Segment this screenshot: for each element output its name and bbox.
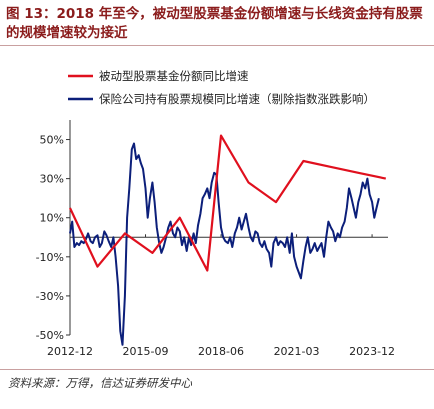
x-tick-label: 2018-06 [198, 345, 244, 358]
y-tick-label: 30% [40, 173, 64, 186]
axes: -50% -30% -10% 10% 30% 50% 2012-12 2015-09 2018-… [36, 120, 395, 358]
plot-area [69, 134, 387, 346]
source-note: 资料来源：万得，信达证券研发中心 [8, 376, 192, 390]
x-tick-label: 2015-09 [123, 345, 169, 358]
y-tick-label: 50% [40, 134, 64, 147]
legend: 被动型股票基金份额同比增速 保险公司持有股票规模同比增速（剔除指数涨跌影响） [68, 69, 375, 106]
y-tick-label: -50% [36, 329, 64, 342]
chart-title: 图 13：2018 年至今，被动型股票基金份额增速与长线资金持有股票的规模增速较… [6, 6, 423, 41]
bottom-divider [0, 369, 434, 370]
legend-label-passive: 被动型股票基金份额同比增速 [99, 69, 249, 83]
top-divider [0, 45, 434, 46]
x-tick-label: 2012-12 [47, 345, 93, 358]
x-tick-label: 2021-03 [274, 345, 320, 358]
y-tick-label: 10% [40, 212, 64, 225]
passive-series-line [69, 134, 387, 272]
y-tick-label: -30% [36, 290, 64, 303]
x-tick-label: 2023-12 [349, 345, 395, 358]
insurance-series-line [69, 142, 380, 346]
legend-label-insurance: 保险公司持有股票规模同比增速（剔除指数涨跌影响） [99, 92, 375, 106]
y-tick-label: -10% [36, 251, 64, 264]
